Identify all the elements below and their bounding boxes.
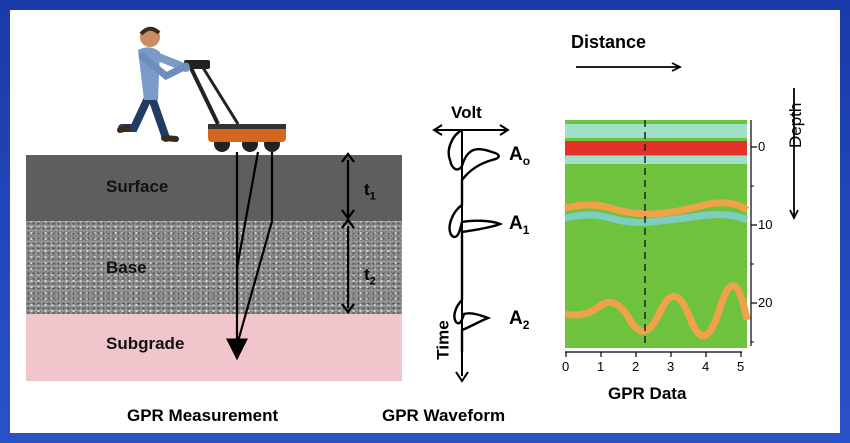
depth-tick-10: 10 xyxy=(758,217,773,232)
x-tick-1: 1 xyxy=(597,359,605,374)
x-tick-4: 4 xyxy=(702,359,710,374)
gpr-waveform-caption: GPR Waveform xyxy=(382,406,506,425)
subgrade-label: Subgrade xyxy=(106,334,185,353)
peak-a0-label: Ao xyxy=(509,144,531,168)
surface-layer: Surface xyxy=(26,155,402,221)
gpr-data-caption: GPR Data xyxy=(608,384,687,403)
peak-a2-label: A2 xyxy=(509,308,530,332)
base-label: Base xyxy=(106,258,147,277)
operator-illustration xyxy=(117,26,286,152)
gpr-measurement-caption: GPR Measurement xyxy=(127,406,279,425)
t1-label: t1 xyxy=(364,180,376,203)
volt-label: Volt xyxy=(451,103,482,122)
x-tick-3: 3 xyxy=(667,359,675,374)
subgrade-layer: Subgrade xyxy=(26,314,402,381)
depth-tick-0: 0 xyxy=(758,139,766,154)
distance-label: Distance xyxy=(571,32,647,52)
surface-label: Surface xyxy=(106,177,169,196)
peak-a1-label: A1 xyxy=(509,213,530,237)
base-layer: Base xyxy=(26,221,402,314)
t2-label: t2 xyxy=(364,265,376,288)
x-tick-2: 2 xyxy=(632,359,640,374)
x-tick-0: 0 xyxy=(562,359,570,374)
depth-tick-20: 20 xyxy=(758,295,773,310)
x-tick-5: 5 xyxy=(737,359,745,374)
